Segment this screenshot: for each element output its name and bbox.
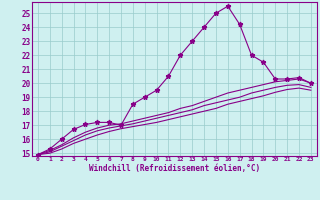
X-axis label: Windchill (Refroidissement éolien,°C): Windchill (Refroidissement éolien,°C) — [89, 164, 260, 173]
